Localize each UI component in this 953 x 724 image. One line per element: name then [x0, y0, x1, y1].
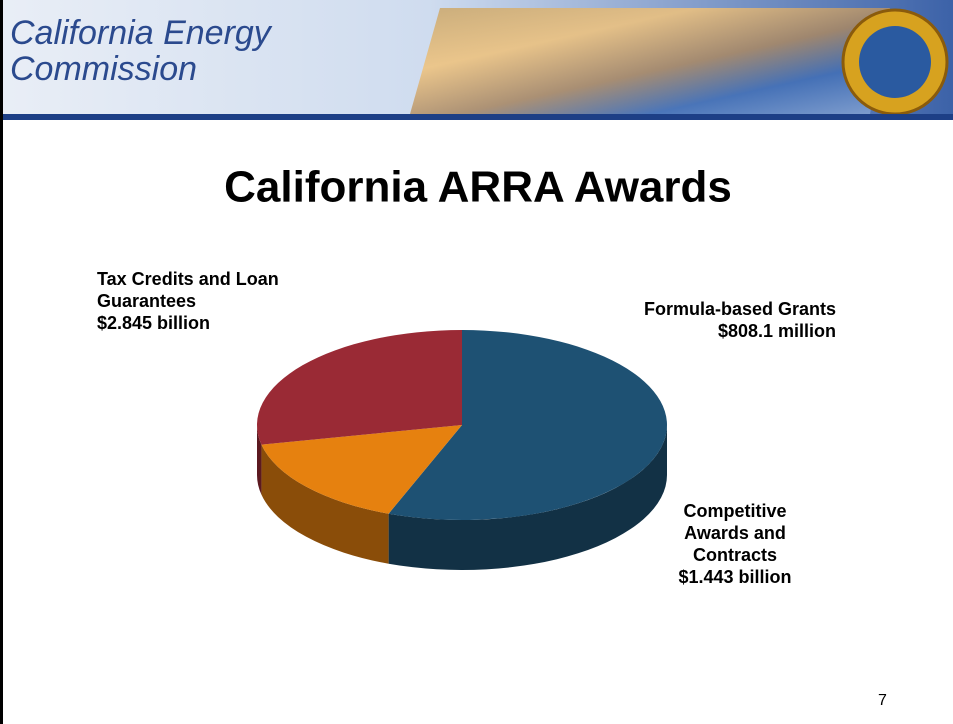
slice-label: Formula-based Grants$808.1 million — [560, 298, 836, 342]
value-label: $1.443 billion — [650, 566, 820, 588]
header-photos — [410, 8, 890, 114]
slide: California Energy Commission California … — [0, 0, 953, 724]
pie — [257, 330, 667, 570]
category-label: Competitive Awards and Contracts — [650, 500, 820, 566]
org-name: California Energy — [10, 14, 273, 52]
chart-title: California ARRA Awards — [224, 163, 732, 212]
pie-slice — [257, 330, 462, 445]
value-label: $2.845 billion — [97, 312, 367, 334]
slice-label: Tax Credits and Loan Guarantees$2.845 bi… — [97, 268, 367, 334]
chart: California Energy Commission California … — [0, 0, 953, 724]
category-label: Tax Credits and Loan Guarantees — [97, 268, 367, 312]
header-rule — [0, 114, 953, 120]
slice-label: Competitive Awards and Contracts$1.443 b… — [650, 500, 820, 588]
value-label: $808.1 million — [560, 320, 836, 342]
left-border — [0, 0, 3, 724]
page-number: 7 — [878, 692, 887, 709]
category-label: Formula-based Grants — [560, 298, 836, 320]
seal-inner — [859, 26, 931, 98]
org-name: Commission — [10, 50, 197, 88]
